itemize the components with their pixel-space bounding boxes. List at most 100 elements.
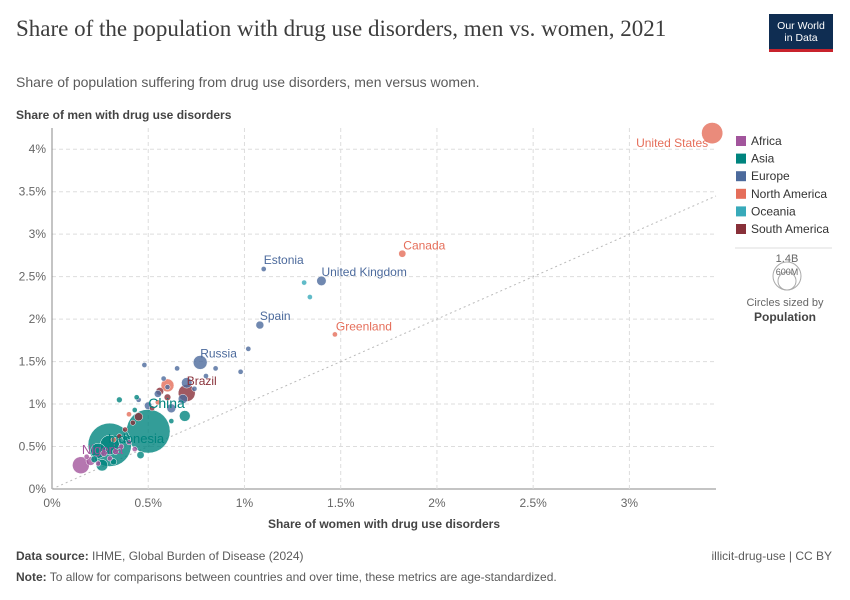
size-legend-large-label: 1.4B	[776, 253, 799, 265]
data-point[interactable]	[122, 426, 128, 433]
logo-line-1: Our World	[777, 20, 825, 32]
y-tick-label: 4%	[29, 142, 47, 156]
data-point[interactable]	[118, 443, 125, 450]
data-point[interactable]	[177, 394, 188, 404]
y-tick-label: 1%	[29, 397, 47, 411]
legend-item[interactable]: Oceania	[751, 204, 796, 218]
data-point[interactable]	[131, 407, 138, 413]
point-labels: United States Canada Greenland Estonia Unite…	[82, 136, 708, 457]
data-point[interactable]	[122, 435, 128, 441]
point-label: Indonesia	[108, 431, 165, 446]
license-link[interactable]: illicit-drug-use | CC BY	[711, 549, 832, 563]
data-point[interactable]	[237, 368, 244, 375]
y-tick-label: 1.5%	[19, 355, 47, 369]
data-point[interactable]	[90, 455, 99, 463]
size-legend-variable: Population	[754, 310, 816, 324]
source-label: Data source:	[16, 549, 89, 563]
point-label: Russia	[200, 346, 237, 360]
point-label: United Kingdom	[321, 265, 406, 279]
point-label: Brazil	[187, 374, 217, 388]
data-point[interactable]	[301, 279, 307, 286]
data-point[interactable]	[212, 365, 219, 372]
data-point[interactable]	[316, 275, 327, 286]
point-label: Greenland	[336, 319, 392, 333]
legend: Africa Asia Europe North America Oceania Sout…	[735, 134, 832, 249]
legend-swatch	[736, 224, 746, 234]
legend-item[interactable]: Europe	[751, 169, 790, 183]
x-tick-label: 2.5%	[519, 496, 547, 510]
legend-item[interactable]: South America	[751, 222, 829, 236]
data-point[interactable]	[154, 390, 162, 398]
legend-swatch	[736, 171, 746, 182]
legend-item[interactable]: Asia	[751, 152, 775, 166]
data-point[interactable]	[179, 410, 191, 422]
data-point[interactable]	[126, 411, 132, 418]
data-point[interactable]	[160, 375, 167, 382]
y-axis-label: Share of men with drug use disorders	[16, 108, 232, 122]
data-point[interactable]	[181, 377, 193, 389]
legend-swatch	[736, 153, 746, 164]
data-point[interactable]	[192, 355, 208, 370]
data-point[interactable]	[701, 122, 724, 144]
data-point[interactable]	[110, 458, 118, 466]
source-text[interactable]: IHME, Global Burden of Disease (2024)	[92, 549, 304, 563]
data-source: Data source: IHME, Global Burden of Dise…	[16, 549, 303, 563]
data-point[interactable]	[260, 266, 267, 272]
data-point[interactable]	[136, 451, 145, 459]
data-point[interactable]	[163, 393, 172, 401]
data-point[interactable]	[255, 320, 265, 330]
chart-title: Share of the population with drug use di…	[16, 16, 667, 41]
note-label: Note:	[16, 570, 47, 584]
x-tick-label: 0%	[43, 496, 61, 510]
size-legend-small	[777, 271, 797, 291]
axis-ticks: 0% 0.5% 1% 1.5% 2% 2.5% 3% 3.5% 4% 0% 0.5% 1% 1.5% 2%…	[19, 142, 639, 510]
data-points	[72, 122, 724, 474]
data-point[interactable]	[100, 449, 108, 457]
legend-item[interactable]: Africa	[751, 134, 782, 148]
data-point[interactable]	[307, 294, 313, 300]
data-point[interactable]	[245, 345, 252, 352]
data-point[interactable]	[106, 455, 113, 462]
data-point[interactable]	[95, 460, 102, 467]
data-point[interactable]	[129, 419, 136, 426]
data-point[interactable]	[112, 448, 119, 455]
x-tick-label: 3%	[621, 496, 639, 510]
data-point[interactable]	[203, 373, 209, 379]
data-point[interactable]	[131, 446, 138, 452]
legend-swatch	[736, 136, 746, 146]
data-point[interactable]	[191, 385, 198, 392]
data-point[interactable]	[168, 418, 175, 424]
data-point[interactable]	[155, 399, 161, 406]
legend-swatch	[736, 188, 746, 199]
y-tick-label: 0.5%	[19, 440, 47, 454]
point-label: Spain	[260, 309, 291, 323]
footnote: Note: To allow for comparisons between c…	[16, 570, 557, 584]
data-point[interactable]	[126, 439, 132, 446]
data-point[interactable]	[164, 384, 171, 390]
data-point[interactable]	[174, 365, 180, 372]
data-point[interactable]	[134, 412, 144, 422]
data-point[interactable]	[83, 453, 90, 460]
data-point[interactable]	[133, 394, 140, 401]
data-point[interactable]	[398, 249, 407, 258]
x-tick-label: 1.5%	[327, 496, 355, 510]
data-point[interactable]	[110, 436, 117, 443]
point-label: United States	[636, 136, 708, 150]
x-axis-label: Share of women with drug use disorders	[268, 517, 500, 531]
y-tick-label: 3.5%	[19, 185, 47, 199]
data-point[interactable]	[166, 403, 177, 414]
y-tick-label: 3%	[29, 227, 47, 241]
data-point[interactable]	[116, 433, 123, 440]
x-tick-label: 0.5%	[135, 496, 163, 510]
owid-logo[interactable]: Our World in Data	[769, 14, 833, 52]
legend-item[interactable]: North America	[751, 187, 827, 201]
size-legend-small-label: 600M	[776, 267, 799, 277]
data-point[interactable]	[332, 331, 338, 338]
data-point[interactable]	[116, 396, 123, 403]
logo-line-2: in Data	[784, 32, 818, 44]
y-tick-label: 2.5%	[19, 270, 47, 284]
data-point[interactable]	[149, 405, 155, 412]
note-text: To allow for comparisons between countri…	[49, 570, 557, 584]
point-label: Estonia	[264, 253, 304, 267]
data-point[interactable]	[141, 362, 148, 368]
